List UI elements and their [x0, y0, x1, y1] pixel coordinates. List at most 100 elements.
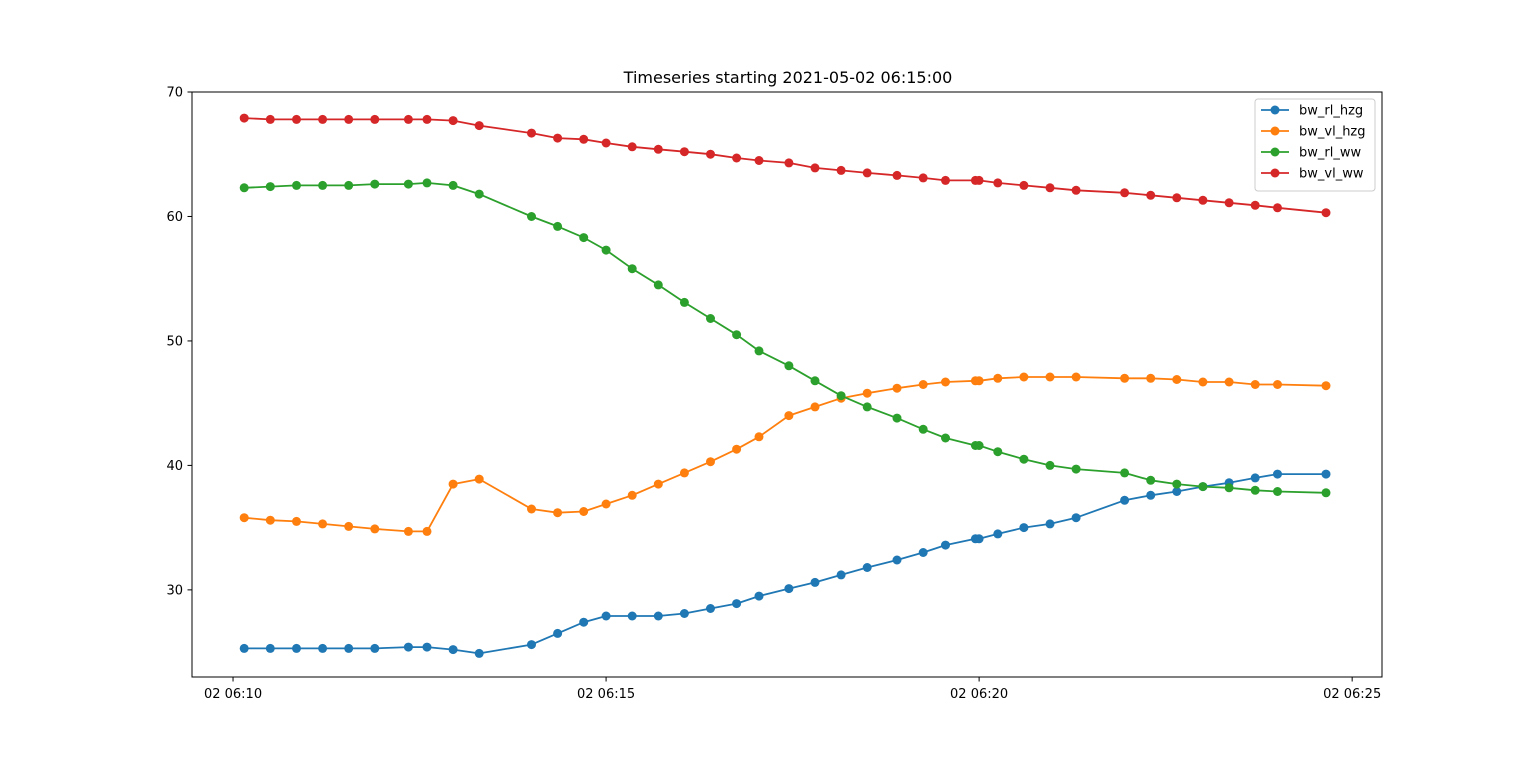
data-point [448, 180, 458, 190]
legend-marker [1270, 105, 1280, 115]
data-point [553, 133, 563, 143]
legend-label: bw_rl_ww [1299, 146, 1361, 161]
data-point [941, 377, 950, 387]
data-point [239, 113, 249, 123]
data-point [784, 411, 794, 421]
data-point [579, 507, 589, 516]
data-point [1321, 381, 1331, 391]
data-point [1198, 377, 1208, 387]
data-point [862, 402, 872, 412]
data-point [810, 577, 820, 587]
y-tick-label: 30 [166, 583, 183, 598]
data-point [941, 433, 950, 443]
legend-marker [1270, 126, 1280, 136]
data-point [344, 180, 354, 190]
data-point [653, 479, 663, 489]
data-point [318, 643, 328, 653]
data-point [553, 628, 563, 638]
legend-label: bw_vl_hzg [1299, 125, 1366, 140]
data-point [601, 611, 611, 621]
data-point [1321, 469, 1331, 479]
data-point [1224, 198, 1234, 208]
data-point [1273, 469, 1282, 479]
data-point [784, 584, 794, 594]
data-point [754, 432, 764, 442]
data-point [553, 508, 563, 518]
data-point [1120, 495, 1130, 505]
series-bw_rl_ww [239, 178, 1331, 498]
data-point [1321, 208, 1331, 218]
data-point [1045, 460, 1055, 470]
data-point [370, 114, 380, 124]
data-point [448, 479, 458, 489]
data-point [732, 153, 742, 163]
data-point [941, 540, 950, 550]
data-point [754, 156, 764, 165]
data-point [403, 114, 413, 124]
data-point [239, 643, 249, 653]
data-point [370, 524, 380, 534]
data-point [974, 175, 984, 185]
data-point [1321, 488, 1331, 498]
y-axis: 30 40 50 60 70 [166, 86, 192, 598]
data-point [1146, 475, 1156, 485]
data-point [1120, 468, 1130, 478]
data-point [448, 116, 458, 126]
data-point [292, 516, 301, 526]
data-point [862, 388, 872, 398]
legend-marker [1270, 147, 1280, 157]
data-point [265, 114, 275, 124]
data-point [627, 490, 637, 500]
x-axis: 02 06:10 02 06:15 02 06:20 02 06:25 [204, 677, 1381, 702]
data-point [1273, 487, 1282, 496]
data-point [679, 147, 689, 157]
data-point [993, 178, 1003, 188]
data-point [601, 138, 611, 148]
data-point [1224, 377, 1234, 387]
data-point [474, 189, 484, 199]
data-point [754, 591, 764, 601]
data-point [1198, 195, 1208, 205]
data-point [1250, 485, 1260, 495]
data-point [784, 158, 794, 168]
data-point [1273, 380, 1282, 389]
legend-marker [1270, 168, 1280, 178]
data-point [918, 173, 928, 183]
data-point [892, 555, 902, 565]
data-point [679, 468, 689, 478]
data-point [1019, 180, 1029, 190]
data-point [862, 168, 872, 178]
data-point [627, 611, 637, 621]
data-point [810, 376, 820, 386]
x-tick-label: 02 06:20 [950, 687, 1008, 702]
data-point [754, 346, 764, 356]
data-point [1172, 193, 1182, 203]
data-point [706, 604, 715, 613]
data-point [1071, 513, 1081, 523]
data-point [810, 402, 820, 412]
data-point [422, 178, 432, 188]
data-point [1172, 479, 1182, 489]
x-tick-label: 02 06:15 [577, 687, 635, 702]
data-point [892, 170, 902, 180]
data-point [239, 183, 249, 193]
data-point [1250, 473, 1260, 483]
series-bw_vl_ww [239, 113, 1331, 218]
data-point [836, 570, 846, 580]
data-point [370, 179, 380, 189]
data-point [1120, 188, 1130, 198]
data-point [974, 376, 984, 386]
data-point [1071, 464, 1081, 474]
data-point [1198, 482, 1208, 492]
y-tick-label: 70 [166, 86, 183, 101]
data-point [292, 114, 301, 124]
data-point [292, 180, 301, 190]
data-point [836, 165, 846, 175]
data-point [474, 648, 484, 658]
data-point [292, 643, 301, 653]
data-point [403, 642, 413, 652]
data-point [1045, 519, 1055, 529]
data-point [1146, 490, 1156, 500]
data-point [1224, 483, 1234, 493]
